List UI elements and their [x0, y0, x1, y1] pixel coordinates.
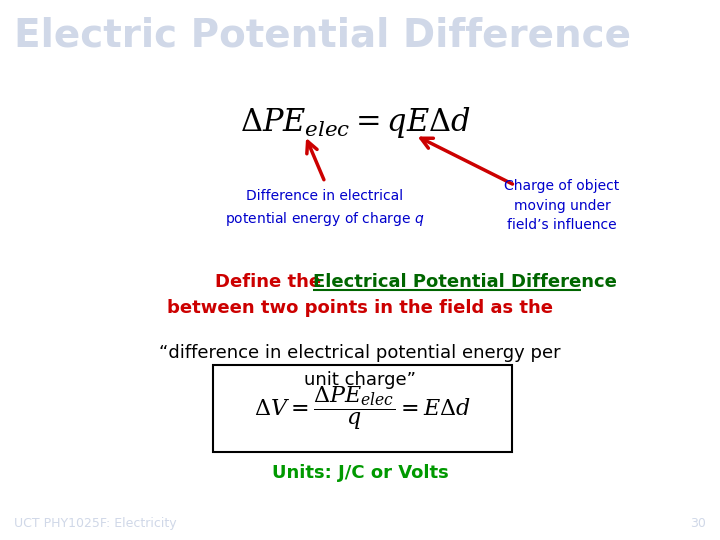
Text: Units: J/C or Volts: Units: J/C or Volts — [271, 463, 449, 482]
Text: between two points in the field as the: between two points in the field as the — [167, 299, 553, 318]
Text: 30: 30 — [690, 517, 706, 530]
Text: UCT PHY1025F: Electricity: UCT PHY1025F: Electricity — [14, 517, 177, 530]
Text: $\Delta V = \dfrac{\Delta PE_{elec}}{q} = E\Delta d$: $\Delta V = \dfrac{\Delta PE_{elec}}{q} … — [254, 384, 471, 433]
FancyBboxPatch shape — [213, 366, 512, 451]
Text: Difference in electrical
potential energy of charge $q$: Difference in electrical potential energ… — [225, 190, 425, 228]
Text: Electrical Potential Difference: Electrical Potential Difference — [313, 273, 617, 292]
Text: Define the: Define the — [215, 273, 328, 292]
Text: Charge of object
moving under
field’s influence: Charge of object moving under field’s in… — [505, 179, 620, 232]
Text: $\Delta PE_{elec} = qE\Delta d$: $\Delta PE_{elec} = qE\Delta d$ — [240, 105, 470, 140]
Text: Electric Potential Difference: Electric Potential Difference — [14, 16, 631, 54]
Text: “difference in electrical potential energy per
unit charge”: “difference in electrical potential ener… — [159, 345, 561, 389]
